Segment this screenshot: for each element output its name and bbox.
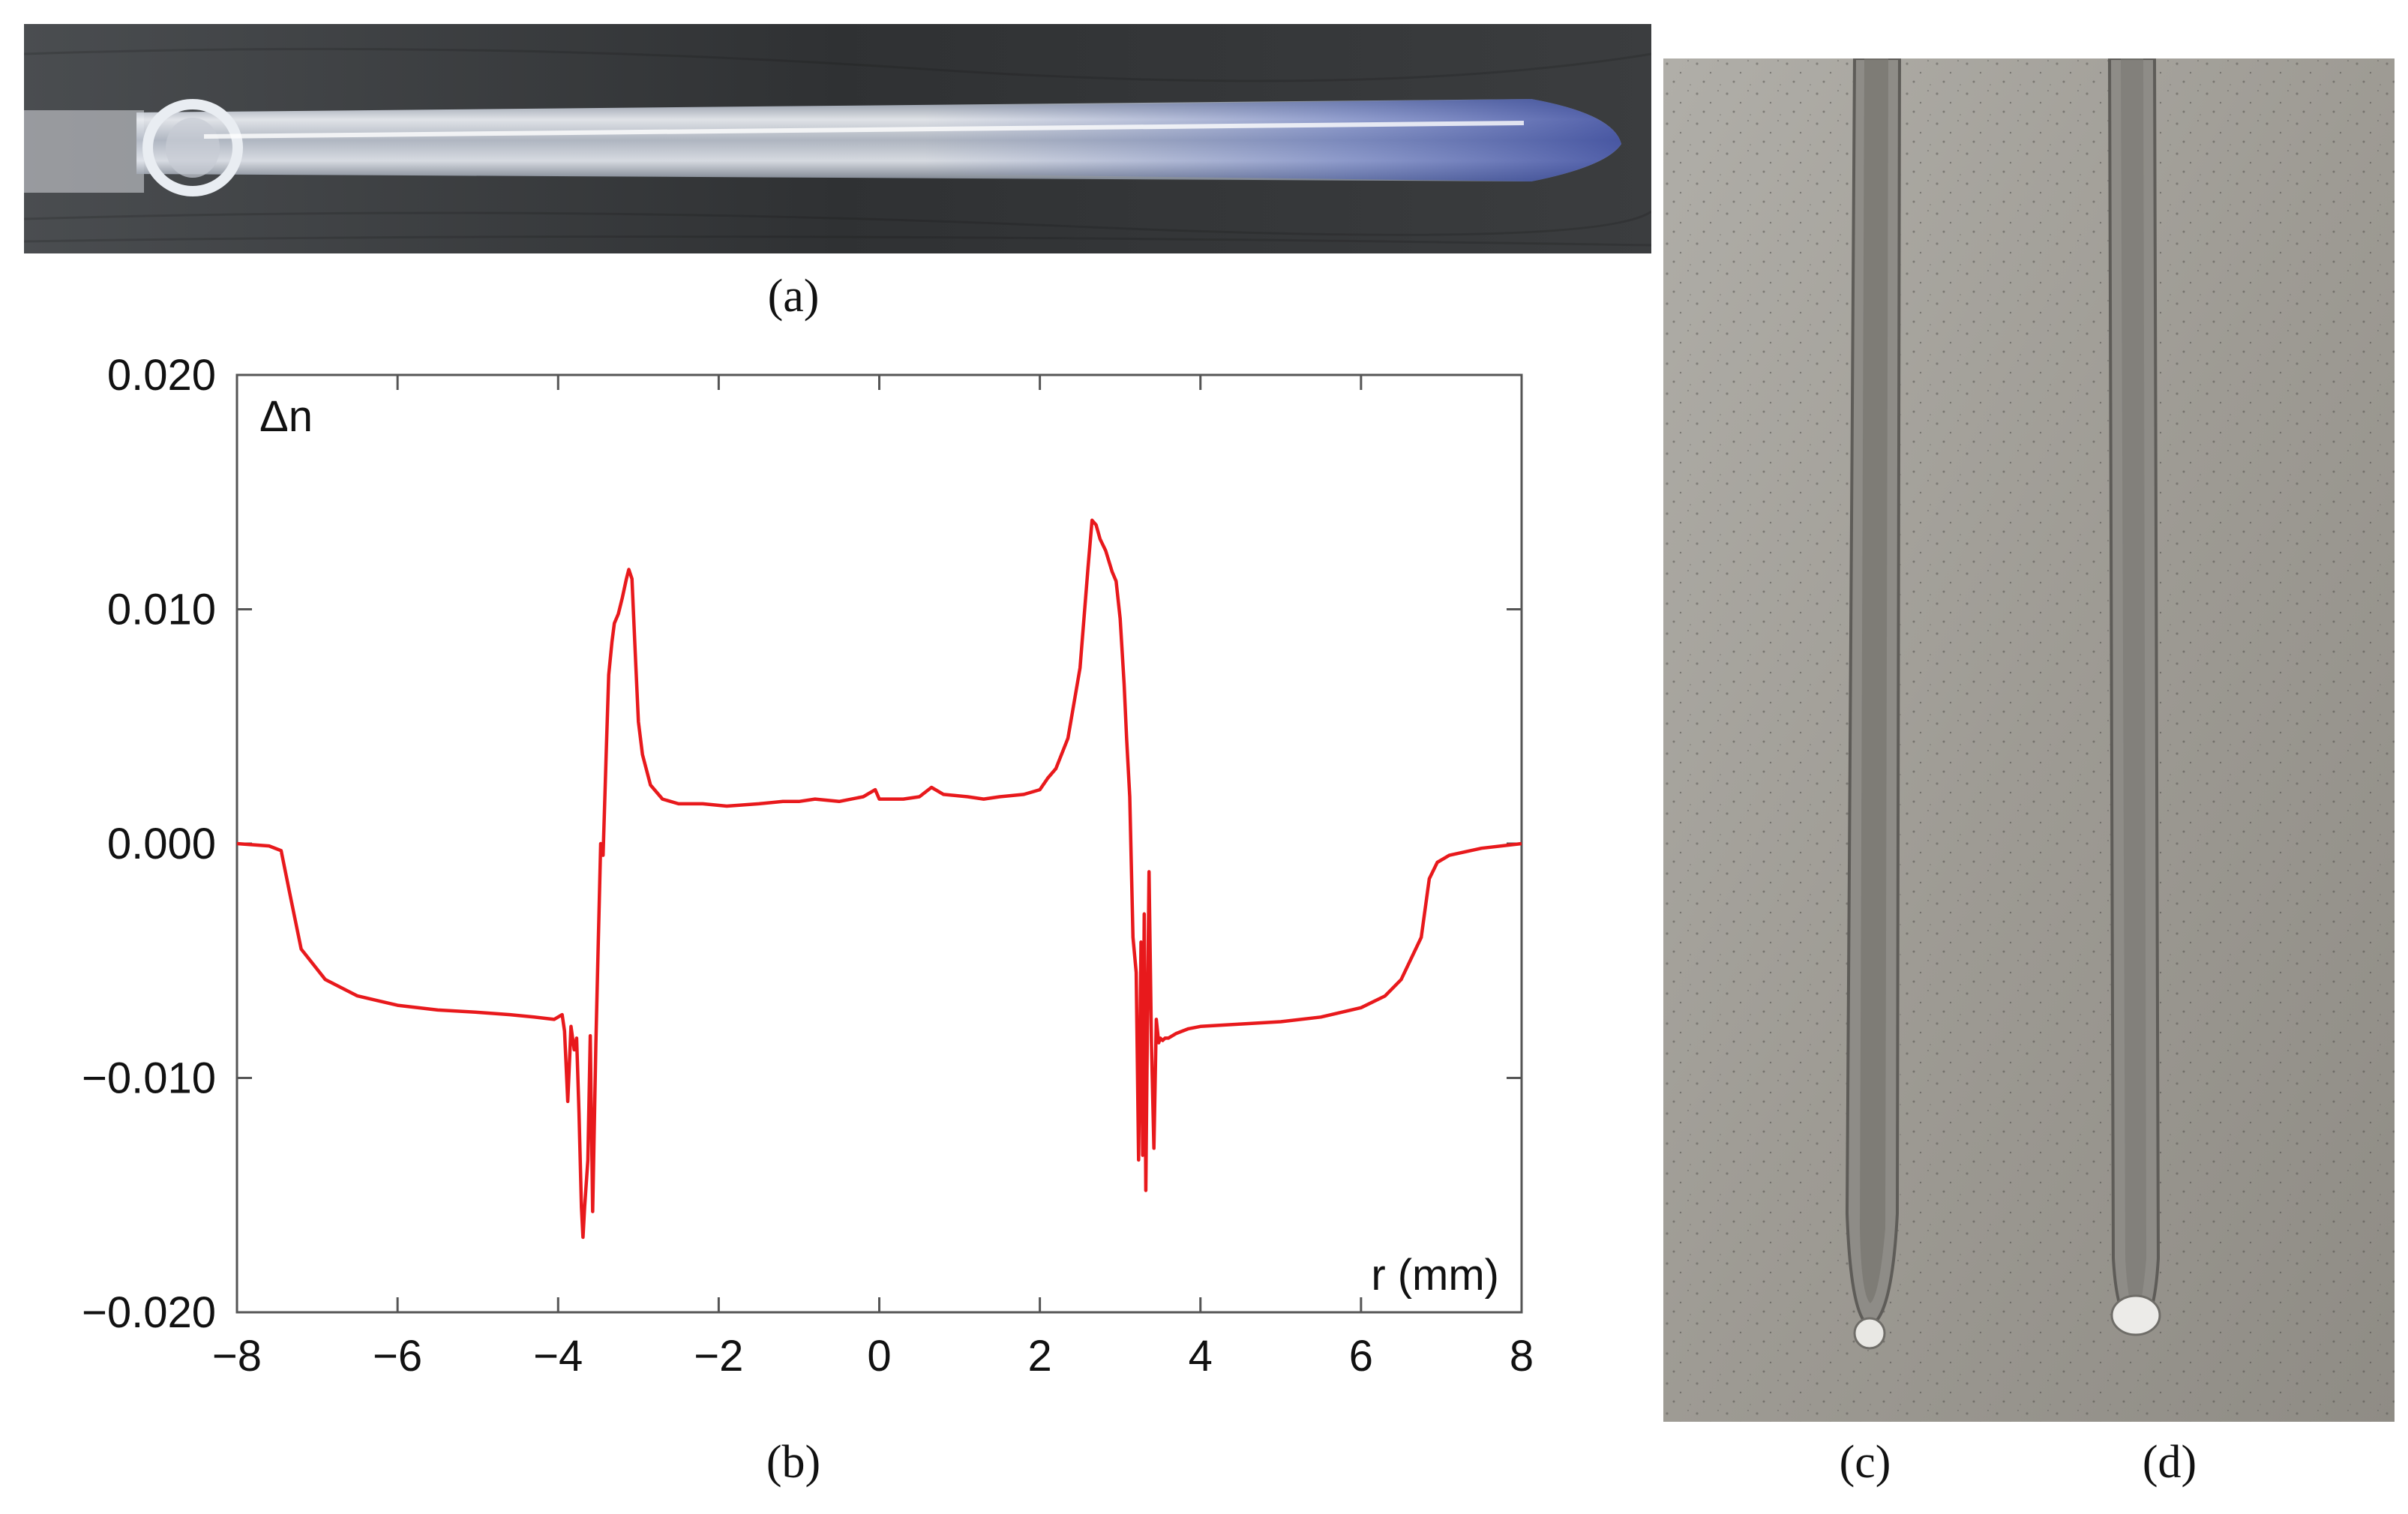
caption-c: (c) [1839,1437,1891,1488]
x-axis: −8 −6 −4 −2 0 2 4 6 8 [212,375,1534,1381]
delta-n-series-line [236,518,1522,1240]
refractive-index-chart: −8 −6 −4 −2 0 2 4 6 8 0.020 0.010 0.000 −0.010 −0.02… [82,351,1534,1381]
x-tick-label: 4 [1189,1332,1213,1381]
y-axis-label: Δn [259,392,313,441]
y-axis: 0.020 0.010 0.000 −0.010 −0.020 [82,351,1522,1337]
caption-a: (a) [767,271,820,322]
x-tick-label: 2 [1027,1332,1051,1381]
y-tick-label: −0.010 [82,1054,216,1103]
x-tick-label: −8 [212,1332,262,1381]
x-tick-label: −4 [533,1332,583,1381]
x-axis-label: r (mm) [1371,1251,1499,1300]
fiber-tips-image [1663,58,2395,1422]
preform-rod-image [24,24,1651,253]
plot-border [235,373,1523,1314]
x-tick-label: −6 [373,1332,422,1381]
preform-photo [24,24,1651,253]
x-tick-label: 6 [1349,1332,1373,1381]
y-tick-label: 0.020 [107,351,216,400]
caption-b: (b) [766,1437,821,1488]
x-tick-label: −2 [694,1332,743,1381]
x-tick-label: 8 [1510,1332,1534,1381]
y-tick-label: 0.000 [107,820,216,868]
y-tick-label: −0.020 [82,1288,216,1337]
plot-frame [235,373,1523,1314]
x-tick-label: 0 [867,1332,891,1381]
caption-d: (d) [2142,1437,2197,1488]
y-tick-label: 0.010 [107,586,216,634]
fiber-tips-photo [1663,58,2395,1422]
